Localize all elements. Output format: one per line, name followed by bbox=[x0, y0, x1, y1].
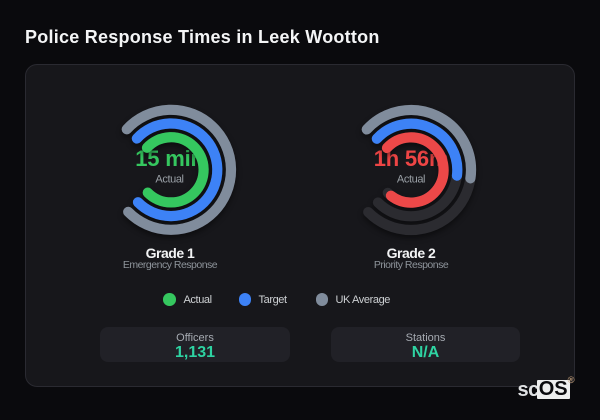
svg-text:Actual: Actual bbox=[397, 174, 425, 186]
svg-text:Actual: Actual bbox=[155, 174, 183, 186]
